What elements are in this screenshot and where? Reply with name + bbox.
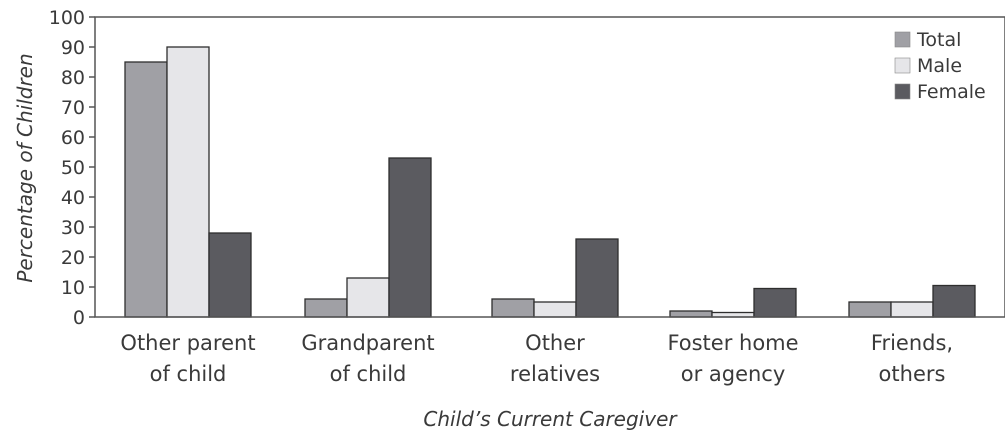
y-tick-labels: 0 10 20 30 40 50 60 70 80 90 100 <box>49 7 95 329</box>
legend-label-total: Total <box>916 29 961 51</box>
bar-male-1 <box>166 46 210 318</box>
bar-female-5 <box>932 284 976 318</box>
legend-label-male: Male <box>917 55 962 77</box>
y-tick-label: 10 <box>61 277 85 299</box>
bar-male-3 <box>533 301 577 318</box>
legend-label-female: Female <box>917 81 986 103</box>
category-labels: Other parent of child Grandparent of child O… <box>120 331 953 386</box>
category-label: Other <box>525 331 585 355</box>
bar-total-4 <box>669 310 713 318</box>
bars <box>124 46 976 318</box>
bar-total-2 <box>304 298 348 318</box>
y-tick-label: 90 <box>61 37 85 59</box>
category-label: Grandparent <box>301 331 434 355</box>
bar-male-5 <box>890 301 934 318</box>
y-tick-label: 20 <box>61 247 85 269</box>
y-tick-label: 70 <box>61 97 85 119</box>
category-label: or agency <box>681 362 786 386</box>
legend-swatch-total <box>894 31 911 48</box>
category-label: relatives <box>510 362 600 386</box>
category-label: Other parent <box>120 331 255 355</box>
bar-total-3 <box>491 298 535 318</box>
y-tick-label: 40 <box>61 187 85 209</box>
y-tick-label: 30 <box>61 217 85 239</box>
bar-female-3 <box>575 238 619 318</box>
legend-swatch-female <box>894 83 911 100</box>
y-tick-label: 0 <box>73 307 85 329</box>
y-tick-label: 100 <box>49 7 85 29</box>
bar-female-4 <box>753 287 797 318</box>
legend: Total Male Female <box>894 29 986 103</box>
y-axis-label: Percentage of Children <box>13 53 37 282</box>
y-tick-label: 50 <box>61 157 85 179</box>
plot-frame <box>94 16 1005 318</box>
category-label: others <box>879 362 946 386</box>
bar-female-1 <box>208 232 252 318</box>
category-label: of child <box>330 362 407 386</box>
bar-total-5 <box>848 301 892 318</box>
category-label: Friends, <box>871 331 953 355</box>
category-label: of child <box>150 362 227 386</box>
y-tick-label: 60 <box>61 127 85 149</box>
category-label: Foster home <box>667 331 798 355</box>
bar-total-1 <box>124 61 168 318</box>
legend-swatch-male <box>894 57 911 74</box>
bar-male-2 <box>346 277 390 318</box>
y-axis-title: Percentage of Children <box>13 53 37 282</box>
bar-female-2 <box>388 157 432 318</box>
y-tick-label: 80 <box>61 67 85 89</box>
x-axis-label: Child’s Current Caregiver <box>423 407 678 431</box>
